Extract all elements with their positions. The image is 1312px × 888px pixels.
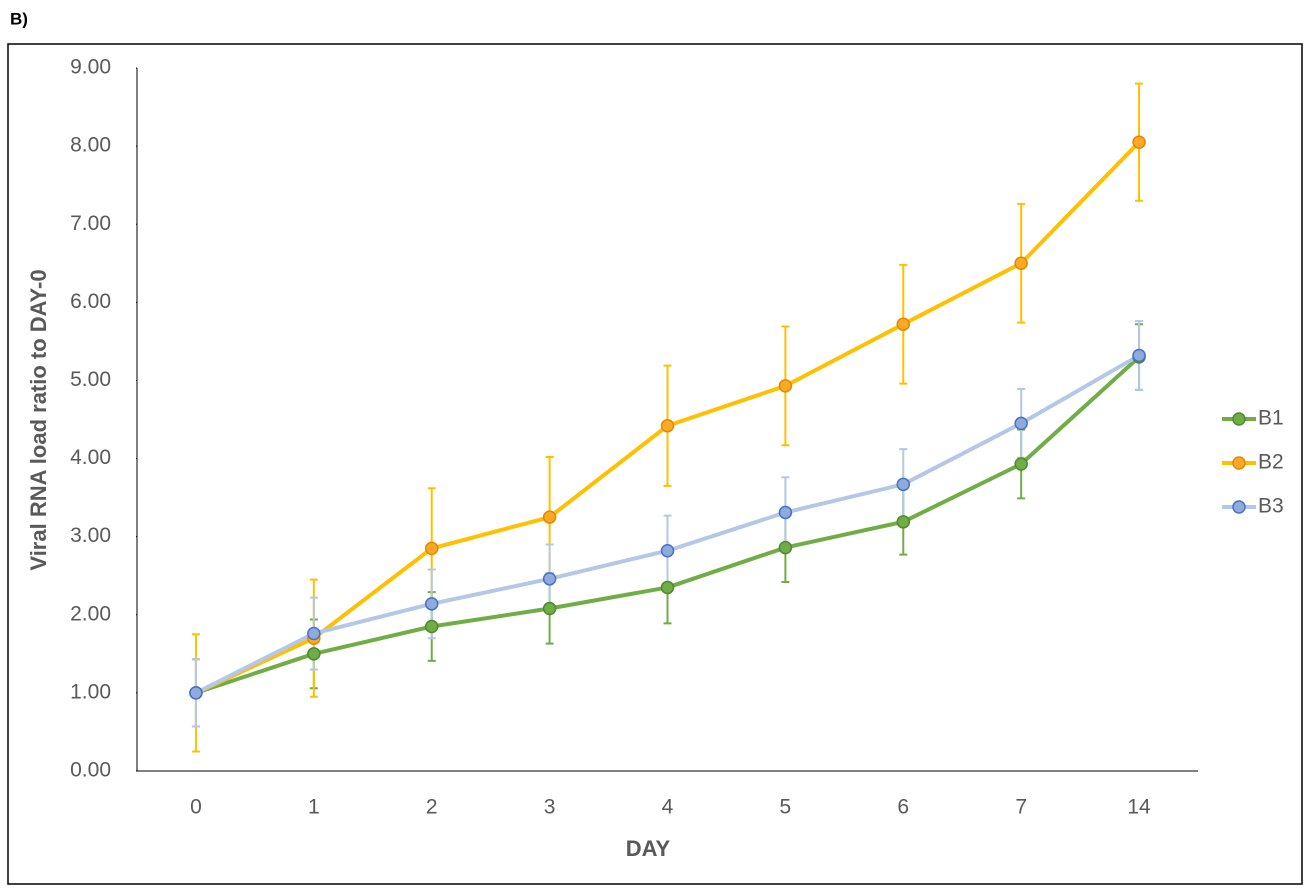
y-tick-label: 9.00 (70, 56, 111, 79)
y-axis-label: Viral RNA load ratio to DAY-0 (26, 269, 51, 570)
marker (778, 540, 793, 555)
y-tick-label: 1.00 (70, 680, 111, 703)
x-tick-label: 0 (190, 796, 202, 819)
marker (778, 505, 793, 520)
x-tick-label: 3 (544, 796, 556, 819)
y-tick-label: 0.00 (70, 759, 111, 782)
marker (1014, 416, 1028, 431)
frame (7, 43, 1303, 885)
y-tick-label: 8.00 (70, 134, 111, 157)
marker (542, 510, 557, 524)
x-tick-label: 14 (1127, 796, 1151, 819)
marker (1132, 135, 1146, 149)
legend-label: B1 (1258, 407, 1284, 430)
marker (307, 647, 321, 661)
x-tick-label: 2 (426, 796, 438, 819)
legend-marker (1232, 500, 1246, 514)
x-tick-label: 5 (780, 796, 792, 819)
marker (896, 317, 911, 331)
marker (424, 541, 439, 556)
y-tick-label: 7.00 (70, 212, 111, 235)
marker (660, 543, 675, 558)
x-tick-label: 7 (1015, 796, 1027, 819)
marker (660, 418, 675, 433)
marker (424, 619, 439, 634)
legend-marker (1232, 456, 1246, 470)
x-tick-label: 6 (897, 796, 909, 819)
legend-label: B3 (1258, 495, 1284, 518)
marker (896, 515, 911, 529)
x-tick-label: 4 (662, 796, 674, 819)
panel-label: B) (10, 9, 28, 28)
legend-marker (1232, 412, 1246, 426)
y-tick-label: 5.00 (70, 368, 111, 391)
legend-label: B2 (1258, 451, 1284, 474)
marker (1132, 348, 1146, 363)
marker (542, 572, 557, 586)
marker (1014, 457, 1028, 471)
marker (1014, 256, 1028, 271)
x-tick-label: 1 (308, 796, 320, 819)
marker (189, 686, 203, 700)
marker (778, 379, 793, 393)
y-tick-label: 2.00 (70, 602, 111, 625)
x-axis-label: DAY (626, 836, 671, 861)
y-tick-label: 3.00 (70, 524, 111, 547)
marker (424, 597, 439, 611)
marker (660, 580, 675, 595)
marker (307, 626, 321, 641)
marker (542, 601, 557, 616)
y-tick-label: 4.00 (70, 446, 111, 469)
y-tick-label: 6.00 (70, 290, 111, 313)
marker (896, 477, 911, 492)
